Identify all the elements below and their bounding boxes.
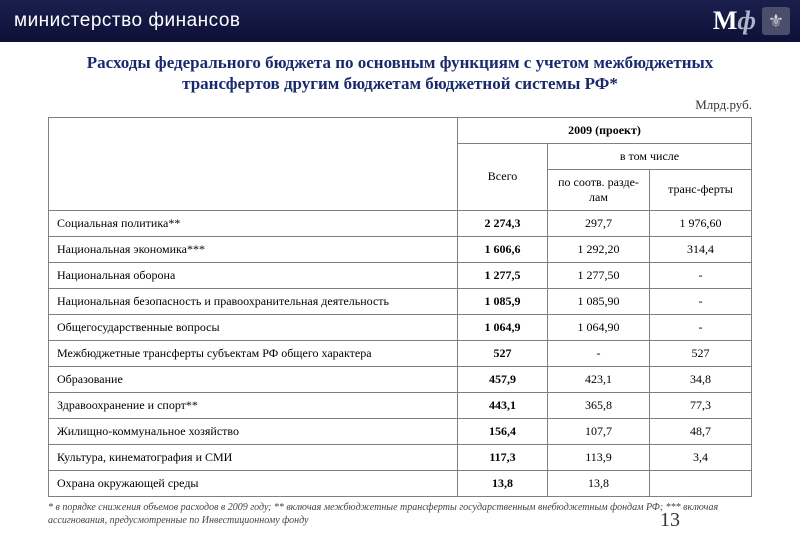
cell-sections: 13,8 (548, 470, 650, 496)
col-transfers: транс-ферты (650, 169, 752, 210)
row-label: Межбюджетные трансферты субъектам РФ общ… (49, 340, 458, 366)
cell-transfers: 1 976,60 (650, 210, 752, 236)
row-label: Здравоохранение и спорт** (49, 392, 458, 418)
cell-total: 1 064,9 (458, 314, 548, 340)
cell-transfers: 527 (650, 340, 752, 366)
cell-sections: 365,8 (548, 392, 650, 418)
row-label: Культура, кинематография и СМИ (49, 444, 458, 470)
cell-transfers: - (650, 262, 752, 288)
row-label: Социальная политика** (49, 210, 458, 236)
cell-total: 1 085,9 (458, 288, 548, 314)
cell-sections: 423,1 (548, 366, 650, 392)
logo-m: М (713, 6, 738, 35)
cell-transfers: 34,8 (650, 366, 752, 392)
cell-sections: 1 064,90 (548, 314, 650, 340)
logo-phi: ф (737, 6, 756, 35)
emblem-icon: ⚜ (762, 7, 790, 35)
cell-total: 13,8 (458, 470, 548, 496)
unit-label: Млрд.руб. (0, 97, 800, 113)
cell-sections: 297,7 (548, 210, 650, 236)
table-row: Социальная политика**2 274,3297,71 976,6… (49, 210, 752, 236)
table-body: Социальная политика**2 274,3297,71 976,6… (49, 210, 752, 496)
col-total: Всего (458, 143, 548, 210)
table-row: Охрана окружающей среды13,813,8 (49, 470, 752, 496)
table-row: Межбюджетные трансферты субъектам РФ общ… (49, 340, 752, 366)
col-sections: по соотв. разде­лам (548, 169, 650, 210)
cell-sections: 1 292,20 (548, 236, 650, 262)
row-label: Охрана окружающей среды (49, 470, 458, 496)
table-row: Жилищно-коммунальное хозяйство156,4107,7… (49, 418, 752, 444)
page-number: 13 (660, 509, 680, 532)
budget-table: 2009 (проект) Всего в том числе по соотв… (48, 117, 752, 497)
cell-sections: 1 277,50 (548, 262, 650, 288)
cell-sections: 1 085,90 (548, 288, 650, 314)
cell-transfers: 3,4 (650, 444, 752, 470)
cell-total: 2 274,3 (458, 210, 548, 236)
table-row: Здравоохранение и спорт**443,1365,877,3 (49, 392, 752, 418)
cell-sections: - (548, 340, 650, 366)
row-label: Национальная экономика*** (49, 236, 458, 262)
cell-total: 443,1 (458, 392, 548, 418)
table-row: Национальная экономика***1 606,61 292,20… (49, 236, 752, 262)
cell-total: 1 606,6 (458, 236, 548, 262)
table-row: Культура, кинематография и СМИ117,3113,9… (49, 444, 752, 470)
cell-transfers (650, 470, 752, 496)
cell-total: 1 277,5 (458, 262, 548, 288)
cell-total: 527 (458, 340, 548, 366)
table-container: 2009 (проект) Всего в том числе по соотв… (0, 113, 800, 497)
row-label: Национальная оборона (49, 262, 458, 288)
cell-transfers: 48,7 (650, 418, 752, 444)
logo-text: Мф (713, 6, 756, 36)
table-row: Общегосударственные вопросы1 064,91 064,… (49, 314, 752, 340)
table-row: Национальная безопасность и правоохранит… (49, 288, 752, 314)
row-label: Общегосударственные вопросы (49, 314, 458, 340)
org-logo: Мф ⚜ (713, 6, 790, 36)
page-title: Расходы федерального бюджета по основным… (0, 42, 800, 97)
col-year: 2009 (проект) (458, 117, 752, 143)
cell-transfers: 77,3 (650, 392, 752, 418)
table-row: Национальная оборона1 277,51 277,50- (49, 262, 752, 288)
cell-total: 457,9 (458, 366, 548, 392)
col-including: в том числе (548, 143, 752, 169)
cell-transfers: 314,4 (650, 236, 752, 262)
row-label: Образование (49, 366, 458, 392)
table-row: Образование457,9423,134,8 (49, 366, 752, 392)
cell-transfers: - (650, 314, 752, 340)
col-blank (49, 117, 458, 210)
cell-sections: 113,9 (548, 444, 650, 470)
cell-total: 117,3 (458, 444, 548, 470)
row-label: Жилищно-коммунальное хозяйство (49, 418, 458, 444)
cell-sections: 107,7 (548, 418, 650, 444)
cell-total: 156,4 (458, 418, 548, 444)
footnote: * в порядке снижения объемов расходов в … (0, 497, 800, 527)
org-name: министерство финансов (14, 10, 241, 32)
org-header-bar: министерство финансов Мф ⚜ (0, 0, 800, 42)
row-label: Национальная безопасность и правоохранит… (49, 288, 458, 314)
cell-transfers: - (650, 288, 752, 314)
